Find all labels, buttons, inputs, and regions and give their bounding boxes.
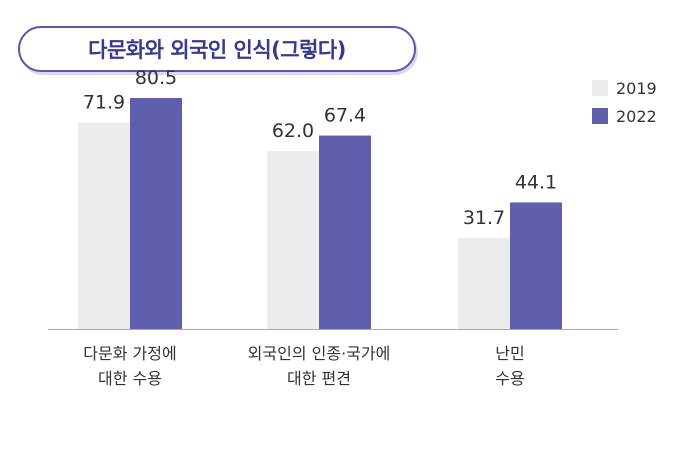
chart-title: 다문화와 외국인 인식(그렇다)	[88, 38, 346, 62]
bar-2022-1	[319, 135, 371, 329]
bar-2022-2	[510, 202, 562, 329]
data-label-2022-1: 67.4	[324, 105, 366, 127]
data-label-2019-2: 31.7	[463, 207, 505, 229]
legend: 2019 2022	[592, 74, 657, 130]
bar-2022-0	[130, 97, 182, 329]
data-label-2019-0: 71.9	[83, 92, 125, 114]
category-label-2-1: 수용	[495, 369, 524, 388]
category-label-1-1: 대한 편견	[287, 369, 351, 388]
data-label-2022-0: 80.5	[135, 67, 177, 89]
bar-2019-2	[458, 238, 510, 329]
legend-item-2022: 2022	[592, 102, 657, 130]
legend-label-2022: 2022	[616, 106, 657, 126]
category-label-0-1: 대한 수용	[98, 369, 162, 388]
category-label-0-0: 다문화 가정에	[83, 344, 176, 363]
legend-swatch-2022	[592, 108, 608, 124]
legend-label-2019: 2019	[616, 78, 657, 98]
bar-2019-0	[78, 122, 130, 329]
data-label-2019-1: 62.0	[272, 120, 314, 142]
category-label-2-0: 난민	[495, 344, 524, 363]
category-label-1-0: 외국인의 인종·국가에	[248, 344, 391, 363]
chart-title-pill: 다문화와 외국인 인식(그렇다)	[18, 26, 416, 72]
bar-2019-1	[267, 151, 319, 329]
legend-swatch-2019	[592, 80, 608, 96]
data-label-2022-2: 44.1	[515, 171, 557, 193]
legend-item-2019: 2019	[592, 74, 657, 102]
